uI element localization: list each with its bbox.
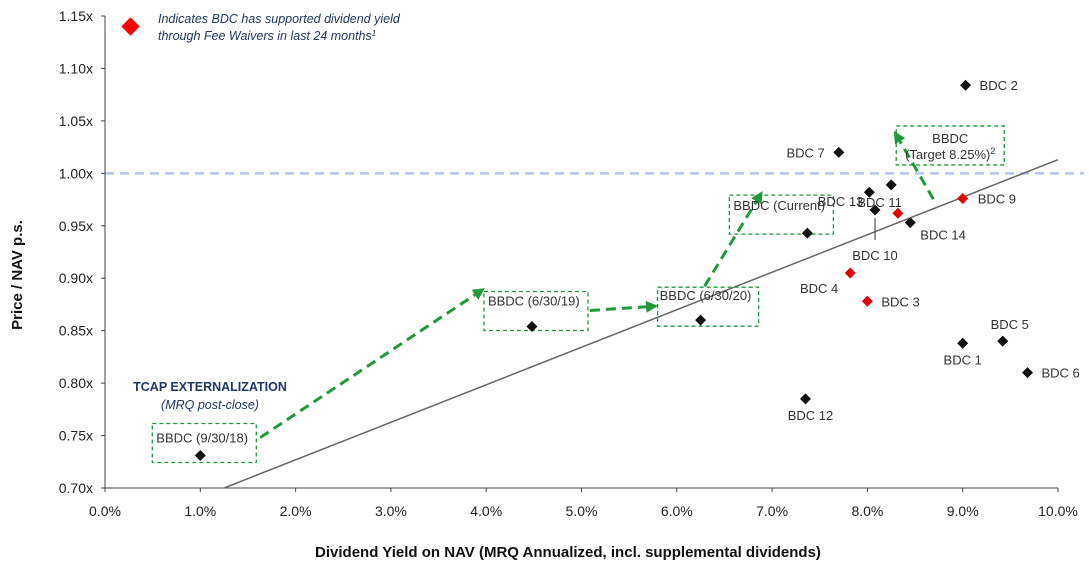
bbdc-target-label: BBDC <box>932 131 968 146</box>
y-tick-label: 0.85x <box>59 323 93 339</box>
fee-waiver-point <box>957 193 969 205</box>
point-label: BDC 11 <box>857 195 902 210</box>
point-label: BDC 6 <box>1042 366 1080 381</box>
fee-waiver-point <box>861 295 873 307</box>
point-label: BDC 1 <box>944 352 982 367</box>
point-label: BDC 7 <box>787 145 825 160</box>
peer-point <box>799 393 811 405</box>
legend-line-2: through Fee Waivers in last 24 months1 <box>158 29 376 44</box>
peer-point <box>960 79 972 91</box>
peer-point <box>863 186 875 198</box>
point-label: BDC 13 <box>818 194 864 209</box>
y-tick-label: 1.15x <box>59 8 93 24</box>
peer-point <box>997 335 1009 347</box>
point-label: BDC 5 <box>991 317 1029 332</box>
bbdc-target-sublabel: (Target 8.25%)2 <box>905 146 995 162</box>
point-label: BDC 10 <box>852 248 898 263</box>
bbdc-label: BBDC (6/30/20) <box>660 288 752 303</box>
legend-line-2-text: through Fee Waivers in last 24 months <box>158 29 372 43</box>
bbdc-point <box>801 227 813 239</box>
point-label: BDC 14 <box>920 228 966 243</box>
x-tick-label: 7.0% <box>756 503 788 519</box>
y-tick-label: 1.05x <box>59 113 93 129</box>
y-tick-label: 0.70x <box>59 480 93 496</box>
y-tick-label: 0.75x <box>59 428 93 444</box>
bbdc-point <box>695 314 707 326</box>
bbdc-point <box>526 320 538 332</box>
y-tick-label: 0.90x <box>59 270 93 286</box>
trend-line <box>223 158 1059 489</box>
x-tick-label: 8.0% <box>851 503 883 519</box>
legend-line-1: Indicates BDC has supported dividend yie… <box>158 12 401 26</box>
bbdc-path-arrow <box>259 288 485 439</box>
x-tick-label: 0.0% <box>89 503 121 519</box>
bbdc-label-box <box>656 286 760 327</box>
y-tick-label: 0.95x <box>59 218 93 234</box>
x-axis-title: Dividend Yield on NAV (MRQ Annualized, i… <box>315 544 821 561</box>
bbdc-label-box <box>728 194 835 235</box>
peer-point <box>833 146 845 158</box>
y-axis-title: Price / NAV p.s. <box>9 220 26 330</box>
fee-waiver-point <box>844 267 856 279</box>
point-label: BDC 12 <box>788 408 834 423</box>
point-label: BDC 3 <box>881 294 919 309</box>
peer-point <box>1022 367 1034 379</box>
fee-waiver-point <box>892 207 904 219</box>
x-tick-label: 4.0% <box>470 503 502 519</box>
bbdc-label-box <box>483 290 589 332</box>
x-tick-label: 6.0% <box>661 503 693 519</box>
legend: Indicates BDC has supported dividend yie… <box>121 12 401 43</box>
x-tick-label: 9.0% <box>947 503 979 519</box>
point-label: BDC 2 <box>980 78 1018 93</box>
point-label: BDC 4 <box>800 281 838 296</box>
y-tick-label: 1.10x <box>59 60 93 76</box>
y-tick-label: 1.00x <box>59 165 93 181</box>
bbdc-label-box <box>151 422 257 464</box>
x-tick-label: 2.0% <box>280 503 312 519</box>
annotation-subtitle: (MRQ post-close) <box>161 398 259 412</box>
peer-point <box>957 337 969 349</box>
point-label: BDC 9 <box>978 192 1016 207</box>
annotation-title: TCAP EXTERNALIZATION <box>133 380 287 394</box>
bbdc-label: BBDC (9/30/18) <box>156 430 248 445</box>
bbdc-label: BBDC (6/30/19) <box>488 293 580 308</box>
bbdc-label: BBDC (Current) <box>733 198 825 213</box>
bbdc-path-arrow <box>589 300 659 313</box>
x-tick-label: 5.0% <box>566 503 598 519</box>
x-tick-label: 3.0% <box>375 503 407 519</box>
x-tick-label: 10.0% <box>1038 503 1078 519</box>
y-tick-label: 0.80x <box>59 375 93 391</box>
peer-point <box>904 217 916 229</box>
peer-point <box>869 204 881 216</box>
bbdc-point <box>194 449 206 461</box>
bbdc-path-arrow <box>893 130 935 200</box>
x-tick-label: 1.0% <box>184 503 216 519</box>
bbdc-path-arrow <box>703 191 763 287</box>
bbdc-label-box <box>895 125 1005 166</box>
peer-point <box>885 179 897 191</box>
legend-marker-diamond <box>121 17 140 36</box>
legend-footnote: 1 <box>372 29 376 38</box>
